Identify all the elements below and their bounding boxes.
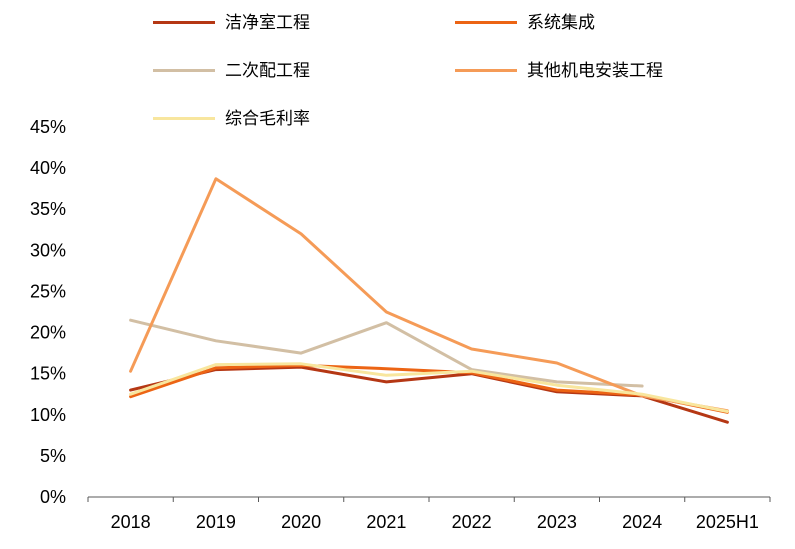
legend-line-swatch bbox=[455, 69, 517, 72]
x-axis-label: 2025H1 bbox=[696, 512, 759, 532]
x-axis-label: 2018 bbox=[111, 512, 151, 532]
y-axis-label: 40% bbox=[30, 158, 66, 178]
legend-label: 其他机电安装工程 bbox=[527, 61, 663, 80]
y-axis-label: 0% bbox=[40, 487, 66, 507]
legend-item-1[interactable]: 洁净室工程 bbox=[153, 12, 455, 33]
legend-item-5[interactable]: 综合毛利率 bbox=[153, 108, 455, 129]
legend-label: 二次配工程 bbox=[225, 61, 310, 80]
series-line-5 bbox=[129, 362, 729, 413]
x-axis-label: 2020 bbox=[281, 512, 321, 532]
legend-label: 洁净室工程 bbox=[225, 13, 310, 32]
x-axis-label: 2019 bbox=[196, 512, 236, 532]
y-axis-label: 30% bbox=[30, 240, 66, 260]
series-line-4 bbox=[129, 177, 729, 413]
legend-line-swatch bbox=[455, 21, 517, 24]
y-axis-label: 25% bbox=[30, 281, 66, 301]
x-axis-label: 2024 bbox=[622, 512, 662, 532]
legend-line-swatch bbox=[153, 21, 215, 24]
chart-legend: 洁净室工程 系统集成二次配工程 其他机电安装工程综合毛利率 bbox=[153, 12, 663, 129]
y-axis-label: 10% bbox=[30, 405, 66, 425]
legend-line-swatch bbox=[153, 69, 215, 72]
y-axis-label: 20% bbox=[30, 323, 66, 343]
x-axis-label: 2021 bbox=[366, 512, 406, 532]
series-line-3 bbox=[129, 318, 644, 388]
legend-label: 系统集成 bbox=[527, 13, 595, 32]
x-axis-label: 2023 bbox=[537, 512, 577, 532]
legend-item-4[interactable]: 其他机电安装工程 bbox=[455, 60, 663, 81]
y-axis-label: 5% bbox=[40, 446, 66, 466]
x-axis-label: 2022 bbox=[452, 512, 492, 532]
y-axis-label: 45% bbox=[30, 117, 66, 137]
legend-label: 综合毛利率 bbox=[225, 109, 310, 128]
y-axis-label: 35% bbox=[30, 199, 66, 219]
legend-line-swatch bbox=[153, 117, 215, 120]
legend-item-3[interactable]: 二次配工程 bbox=[153, 60, 455, 81]
legend-item-2[interactable]: 系统集成 bbox=[455, 12, 663, 33]
y-axis-label: 15% bbox=[30, 364, 66, 384]
